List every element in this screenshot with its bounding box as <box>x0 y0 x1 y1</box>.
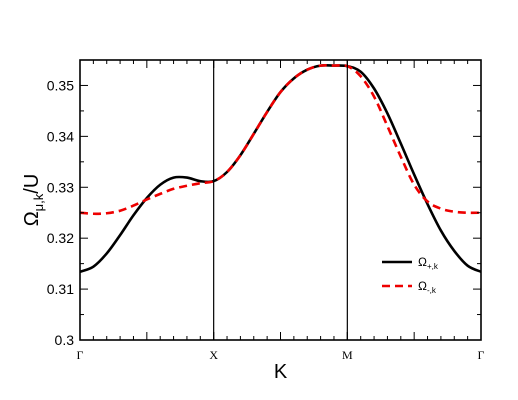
legend-label-main: Ω <box>418 255 427 269</box>
y-axis-label-sub: μ,k <box>31 193 46 211</box>
legend-label-main: Ω <box>418 279 427 293</box>
x-tick-label: Γ <box>77 348 84 362</box>
x-axis-label: K <box>274 361 288 383</box>
legend-label-sub: -,k <box>427 286 437 295</box>
y-axis-label: Ωμ,k/U <box>21 174 46 227</box>
legend-label-sub: +,k <box>427 262 439 271</box>
y-axis-label-tail: /U <box>21 174 43 194</box>
y-axis-label-main: Ω <box>21 211 43 226</box>
x-tick-label: X <box>209 348 218 362</box>
x-tick-label: Γ <box>478 348 485 362</box>
x-tick-label: M <box>342 348 353 362</box>
y-tick-label: 0.35 <box>47 77 74 93</box>
series-line-plus <box>79 63 482 274</box>
y-tick-label: 0.31 <box>47 281 74 297</box>
y-tick-label: 0.32 <box>47 230 74 246</box>
plot-frame <box>79 59 482 341</box>
legend: Ω+,kΩ-,k <box>382 255 439 295</box>
y-tick-label: 0.33 <box>47 179 74 195</box>
y-tick-label: 0.3 <box>55 332 75 348</box>
legend-label-plus: Ω+,k <box>418 255 439 271</box>
legend-label-minus: Ω-,k <box>418 279 437 295</box>
series-line-minus <box>79 63 482 216</box>
y-tick-label: 0.34 <box>47 128 74 144</box>
